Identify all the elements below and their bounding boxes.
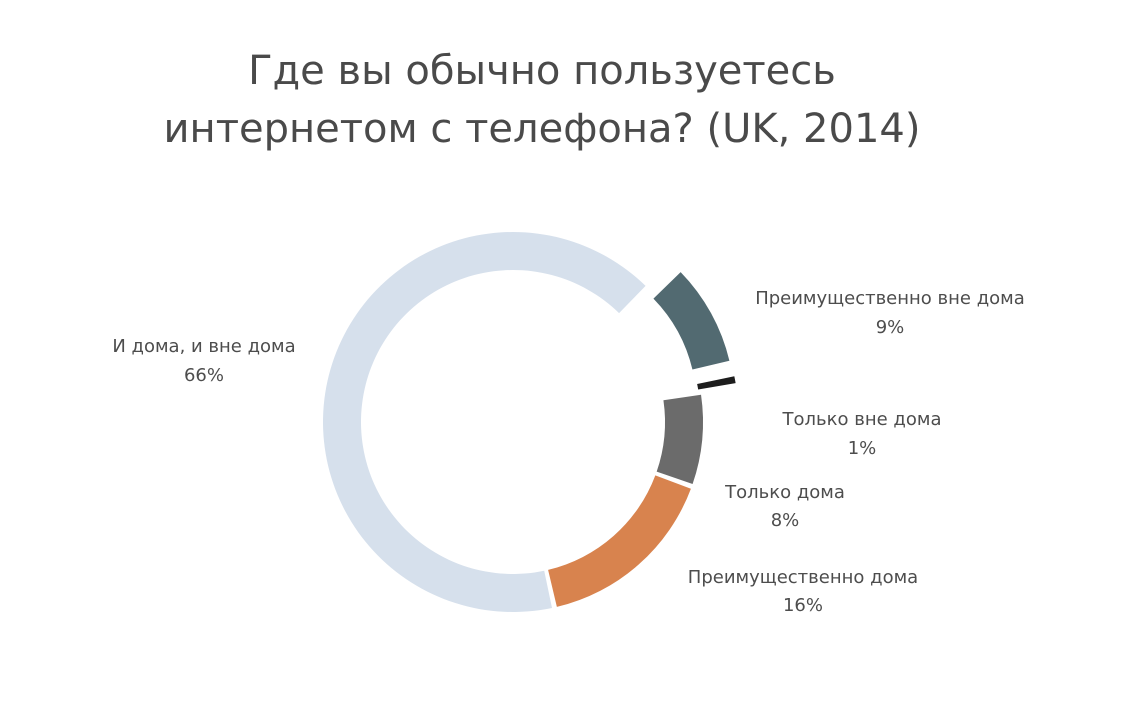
slice-label-value: 1% <box>848 438 877 459</box>
chart-title-line-2: интернетом с телефона? (UK, 2014) <box>163 106 921 152</box>
slice-label-name: Преимущественно дома <box>688 567 918 588</box>
slice-label-value: 8% <box>771 510 800 531</box>
donut-slice <box>697 376 736 390</box>
donut-slice <box>653 272 730 370</box>
slice-label-name: Только вне дома <box>782 409 942 430</box>
donut-slice <box>548 475 691 607</box>
donut-slice <box>323 231 646 613</box>
chart-title-line-1: Где вы обычно пользуетесь <box>248 48 836 94</box>
donut-slice <box>656 394 703 485</box>
donut-slices <box>323 231 736 613</box>
slice-label-value: 9% <box>876 317 905 338</box>
slice-label-value: 66% <box>184 365 224 386</box>
slice-label-value: 16% <box>783 595 823 616</box>
slice-label-name: И дома, и вне дома <box>112 336 295 357</box>
chart-title: Где вы обычно пользуетесь интернетом с т… <box>0 42 1084 158</box>
slice-label-name: Преимущественно вне дома <box>755 288 1025 309</box>
slice-label-name: Только дома <box>724 482 845 503</box>
